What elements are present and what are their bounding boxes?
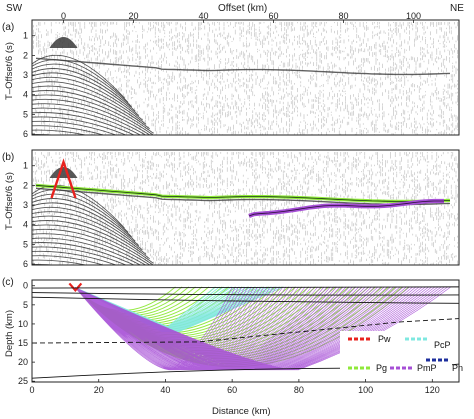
seismic-section-a: [32, 22, 458, 135]
ytick-2-0: 0: [23, 281, 28, 291]
ytick-0-1: 2: [23, 50, 28, 60]
offset-tick-3: 60: [268, 11, 278, 21]
legend-pw-label: Pw: [378, 334, 391, 344]
xtick-c-1: 20: [94, 385, 104, 395]
legend: Pw PcP Pg PmP Pn: [340, 331, 463, 375]
ytick-1-5: 6: [23, 259, 28, 269]
offset-tick-1: 20: [128, 11, 138, 21]
panel-c-ylabel: Depth (km): [4, 310, 15, 357]
pg-calc: [35, 184, 451, 202]
ytick-2-5: 25: [18, 376, 28, 386]
offset-tick-5: 100: [406, 11, 421, 21]
xtick-c-6: 120: [425, 385, 440, 395]
ytick-0-2: 3: [23, 70, 28, 80]
xtick-c-0: 0: [29, 385, 34, 395]
panel-a-frame: [31, 19, 460, 136]
ytick-2-1: 5: [23, 300, 28, 310]
layer-boundary-2: [32, 296, 459, 304]
ytick-2-2: 10: [18, 319, 28, 329]
panel-b-frame: [31, 149, 460, 266]
ytick-0-0: 1: [23, 31, 28, 41]
apex-blob: [49, 167, 78, 178]
ytick-0-3: 4: [23, 90, 28, 100]
panel-b-ylabel: T–Offset/6 (s): [4, 172, 15, 230]
pw-picks: [50, 158, 77, 199]
direct-wave-fan: [32, 54, 154, 135]
panel-a: (a) T–Offset/6 (s) 1 2 3 4 5 6: [2, 19, 460, 139]
offset-tick-4: 80: [338, 11, 348, 21]
picks-b: [35, 158, 451, 218]
legend-pcp-label: PcP: [434, 340, 451, 350]
panel-a-ylabel: T–Offset/6 (s): [4, 42, 15, 100]
ytick-1-0: 1: [23, 161, 28, 171]
ytick-1-3: 4: [23, 220, 28, 230]
pmp-calc: [248, 200, 444, 217]
xtick-c-4: 80: [294, 385, 304, 395]
ytick-1-1: 2: [23, 180, 28, 190]
panel-c-frame: [31, 279, 460, 383]
xtick-c-5: 100: [358, 385, 373, 395]
pw-ray: [68, 282, 83, 292]
sw-label: SW: [6, 3, 23, 14]
ytick-2-3: 15: [18, 338, 28, 348]
trace-noise: [32, 22, 458, 135]
xtick-c-2: 40: [160, 385, 170, 395]
layer-boundary-1: [32, 292, 459, 296]
offset-axis-title: Offset (km): [218, 3, 267, 14]
xtick-c-3: 60: [227, 385, 237, 395]
layer-boundary-0: [32, 286, 459, 289]
ray-paths-c: [32, 282, 459, 379]
panel-b: (b) T–Offset/6 (s) 1 2 3 4 5 6: [2, 149, 460, 269]
panel-c: (c) Depth (km) 0 5 10 15 20 25 0 20 40 60 80 100 12…: [2, 277, 463, 417]
panel-a-yticks: 1 2 3 4 5 6: [23, 31, 35, 139]
ytick-2-4: 20: [18, 357, 28, 367]
panel-c-label: (c): [2, 277, 14, 288]
panel-a-label: (a): [2, 22, 14, 33]
offset-tick-0: 0: [61, 11, 66, 21]
panel-c-xticks: 0 20 40 60 80 100 120: [29, 379, 440, 395]
offset-tick-2: 40: [198, 11, 208, 21]
legend-pmp-label: PmP: [417, 363, 437, 373]
dashed-boundary: [32, 318, 459, 344]
ne-label: NE: [450, 3, 464, 14]
legend-pg-label: Pg: [376, 363, 387, 373]
first-arrival-band: [35, 57, 451, 76]
ytick-0-5: 6: [23, 129, 28, 139]
panel-b-yticks: 1 2 3 4 5 6: [23, 161, 35, 269]
panel-b-label: (b): [2, 152, 14, 163]
panel-c-xlabel: Distance (km): [212, 406, 271, 417]
trace-noise: [32, 152, 458, 265]
panel-c-yticks: 0 5 10 15 20 25: [18, 281, 35, 386]
apex-blob: [49, 37, 78, 48]
ytick-1-4: 5: [23, 239, 28, 249]
ytick-0-4: 5: [23, 109, 28, 119]
legend-pn-label: Pn: [452, 363, 463, 373]
ytick-1-2: 3: [23, 200, 28, 210]
